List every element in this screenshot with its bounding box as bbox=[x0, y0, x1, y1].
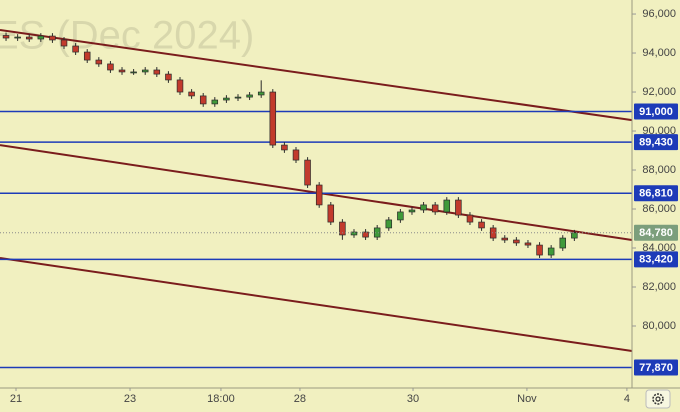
level-box bbox=[634, 134, 678, 151]
last-price-box bbox=[634, 224, 678, 241]
candle-body bbox=[107, 63, 114, 71]
candle-body bbox=[95, 59, 103, 65]
y-tick-label: 92,000 bbox=[642, 86, 676, 98]
candle-body bbox=[257, 91, 265, 96]
x-tick-label: 4 bbox=[624, 393, 630, 405]
candle-body bbox=[165, 73, 172, 81]
candle-body bbox=[443, 199, 451, 213]
candle-body bbox=[37, 35, 45, 40]
candle-body bbox=[211, 99, 219, 105]
candle-body bbox=[571, 232, 578, 239]
candle-body bbox=[513, 239, 520, 244]
level-box bbox=[634, 103, 678, 120]
candle-body bbox=[524, 242, 532, 246]
candle-body bbox=[246, 94, 253, 98]
candle-body bbox=[466, 214, 474, 223]
last-price-label: 84,780 bbox=[639, 227, 673, 239]
level-label: 77,870 bbox=[639, 362, 673, 374]
x-tick-label: 30 bbox=[407, 393, 419, 405]
candle-body bbox=[292, 149, 300, 161]
y-tick-label: 84,000 bbox=[642, 242, 676, 254]
trendline bbox=[0, 29, 633, 122]
x-tick-label: 23 bbox=[124, 393, 136, 405]
candle-body bbox=[420, 204, 427, 211]
settings-button-bg[interactable] bbox=[645, 389, 671, 409]
level-label: 91,000 bbox=[639, 106, 673, 118]
candle-body bbox=[153, 69, 161, 75]
y-tick-label: 94,000 bbox=[642, 47, 676, 59]
candle-body bbox=[141, 69, 149, 73]
level-box bbox=[634, 359, 678, 376]
candle-body bbox=[72, 45, 79, 53]
candle-body bbox=[455, 199, 462, 216]
candle-body bbox=[269, 91, 277, 146]
y-tick-label: 86,000 bbox=[642, 203, 676, 215]
y-tick-label: 82,000 bbox=[642, 281, 676, 293]
candle-body bbox=[281, 144, 288, 151]
candle-body bbox=[373, 227, 381, 238]
candle-body bbox=[536, 244, 543, 256]
candle-body bbox=[362, 231, 369, 238]
candle-body bbox=[385, 219, 393, 229]
candle-body bbox=[339, 221, 346, 236]
level-box bbox=[634, 251, 678, 268]
candle-body bbox=[60, 39, 68, 47]
candle-body bbox=[478, 221, 485, 229]
candle-body bbox=[176, 79, 184, 93]
candle-body bbox=[397, 211, 404, 221]
candle-body bbox=[14, 36, 21, 39]
y-tick-label: 88,000 bbox=[642, 164, 676, 176]
candle-body bbox=[49, 35, 56, 41]
candle-body bbox=[431, 204, 439, 213]
candle-body bbox=[350, 231, 358, 236]
candle-body bbox=[304, 159, 311, 186]
candle-body bbox=[223, 97, 230, 101]
candle-body bbox=[408, 209, 416, 213]
gear-icon-center[interactable] bbox=[655, 396, 661, 402]
x-tick-label: Nov bbox=[517, 393, 537, 405]
candle-body bbox=[547, 247, 555, 256]
candle-body bbox=[327, 204, 335, 223]
y-tick-label: 96,000 bbox=[642, 8, 676, 20]
candle-body bbox=[25, 36, 33, 40]
level-label: 83,420 bbox=[639, 254, 673, 266]
candle-body bbox=[559, 237, 567, 249]
candle-body bbox=[118, 69, 126, 73]
settings-button[interactable] bbox=[645, 389, 671, 409]
x-tick-label: 28 bbox=[294, 393, 306, 405]
candle-body bbox=[501, 237, 509, 241]
level-box bbox=[634, 185, 678, 202]
candle-body bbox=[199, 95, 207, 105]
level-label: 86,810 bbox=[639, 188, 673, 200]
candle-body bbox=[489, 227, 497, 239]
trendline bbox=[0, 256, 633, 352]
candle-body bbox=[2, 35, 10, 39]
level-label: 89,430 bbox=[639, 137, 673, 149]
candle-body bbox=[188, 91, 195, 97]
candle-body bbox=[315, 184, 323, 206]
candle-body bbox=[234, 96, 242, 99]
candle-body bbox=[83, 51, 91, 61]
candle-body bbox=[130, 71, 137, 74]
y-tick-label: 80,000 bbox=[642, 320, 676, 332]
x-tick-label: 18:00 bbox=[207, 393, 235, 405]
y-tick-label: 90,000 bbox=[642, 125, 676, 137]
x-tick-label: 21 bbox=[10, 393, 22, 405]
gear-icon[interactable] bbox=[652, 393, 664, 405]
